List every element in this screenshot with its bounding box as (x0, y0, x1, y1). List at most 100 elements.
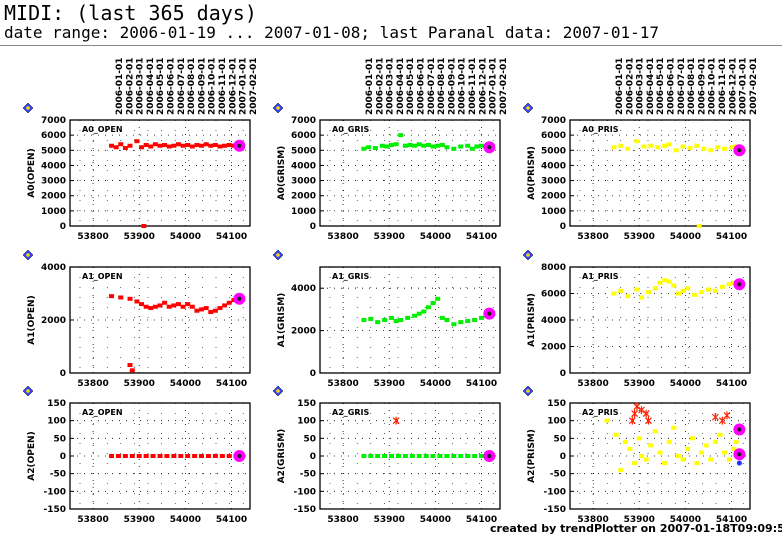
data-point (199, 307, 205, 312)
data-point (208, 143, 214, 148)
date-tick-label: 2006-01-01 (615, 57, 625, 115)
y-tick-label: 100 (547, 417, 566, 427)
y-tick-label: 4000 (291, 284, 316, 294)
data-point (705, 287, 711, 292)
date-tick-label: 2006-10-01 (708, 57, 718, 115)
outlier-point (628, 416, 636, 425)
date-tick-label: 2006-08-01 (687, 57, 697, 115)
y-tick-label: 1000 (541, 207, 566, 217)
data-point (389, 315, 395, 320)
data-point (361, 146, 367, 151)
data-point (199, 454, 205, 458)
data-point (632, 461, 638, 466)
data-point (217, 144, 223, 149)
x-tick-label: 54100 (466, 379, 497, 389)
data-point (166, 144, 172, 149)
data-point (143, 454, 149, 458)
last-value-marker-center (737, 282, 742, 287)
data-point (361, 318, 367, 322)
data-point (222, 143, 228, 148)
data-point (618, 468, 624, 473)
y-axis-label: A0(GRISM) (277, 146, 287, 201)
data-point (634, 287, 640, 292)
data-point (389, 142, 395, 147)
page-title: MIDI: (last 365 days) (4, 1, 257, 25)
panel-a0-grism: 0 1000 2000 3000 4000 5000 6000 7000 53800 53900 5… (272, 102, 501, 242)
data-point (118, 142, 124, 147)
plot-frame (69, 119, 251, 227)
data-point (194, 142, 200, 147)
y-tick-label: -150 (43, 505, 66, 515)
panel-a2-grism: -150 -100 -50 0 50 100 150 53800 53900 54000 54100… (272, 385, 501, 525)
y-tick-label: 150 (47, 399, 66, 409)
data-point (148, 144, 154, 149)
date-tick-label: 2006-04-01 (646, 57, 656, 115)
data-point (129, 368, 135, 373)
panel-label: A2_GRIS (332, 408, 369, 417)
data-point (639, 295, 645, 300)
y-tick-label: 7000 (541, 116, 566, 126)
data-point (671, 283, 677, 288)
diamond-icon-center (526, 253, 530, 257)
data-point (694, 143, 700, 148)
data-point (152, 142, 158, 147)
data-point (375, 454, 381, 458)
last-value-marker-center (237, 143, 242, 148)
y-tick-label: 0 (60, 369, 66, 379)
diamond-icon-center (26, 106, 30, 110)
data-point (425, 305, 431, 310)
data-point (636, 436, 642, 441)
x-tick-label: 54100 (716, 379, 747, 389)
x-tick-label: 53800 (327, 232, 358, 242)
data-point (382, 454, 388, 458)
x-tick-label: 54000 (170, 515, 201, 525)
data-point (444, 454, 450, 458)
data-point (611, 291, 617, 296)
last-value-marker-center (237, 454, 242, 458)
y-tick-label: 0 (560, 452, 566, 462)
date-tick-label: 2007-01-01 (239, 57, 249, 115)
data-point (652, 429, 658, 434)
data-point (643, 457, 649, 462)
x-tick-label: 54100 (216, 232, 247, 242)
x-tick-label: 53900 (124, 232, 155, 242)
header-divider (0, 45, 782, 46)
date-tick-label: 2007-02-01 (499, 57, 509, 115)
data-point (157, 454, 163, 458)
x-tick-label: 54100 (716, 515, 747, 525)
data-point (625, 146, 631, 151)
plot-frame (319, 266, 501, 374)
data-point (139, 145, 145, 150)
data-point (680, 144, 686, 149)
data-point (141, 224, 147, 228)
data-point (402, 454, 408, 458)
data-point (689, 436, 695, 441)
y-axis-label: A0(PRISM) (527, 146, 537, 200)
data-point (458, 454, 464, 458)
y-tick-label: 4000 (291, 161, 316, 171)
y-tick-label: 100 (297, 417, 316, 427)
date-tick-label: 2006-11-01 (218, 57, 228, 115)
date-tick-label: 2006-05-01 (406, 57, 416, 115)
data-point (150, 454, 156, 458)
data-point (416, 311, 422, 316)
data-point (657, 280, 663, 285)
y-tick-label: 0 (560, 369, 566, 379)
last-value-marker-center (737, 427, 742, 432)
date-tick-label: 2006-05-01 (156, 57, 166, 115)
data-point (451, 146, 457, 151)
data-point (694, 461, 700, 466)
y-tick-label: 2000 (291, 327, 316, 337)
data-point (416, 142, 422, 147)
date-tick-label: 2006-03-01 (636, 57, 646, 115)
data-point (435, 143, 441, 148)
data-point (430, 454, 436, 458)
date-tick-label: 2006-02-01 (625, 57, 635, 115)
data-point (712, 288, 718, 293)
diamond-icon-center (276, 253, 280, 257)
data-point (118, 295, 124, 300)
data-point (166, 304, 172, 309)
data-point (648, 143, 654, 148)
data-point (384, 144, 390, 149)
data-point (175, 302, 181, 307)
